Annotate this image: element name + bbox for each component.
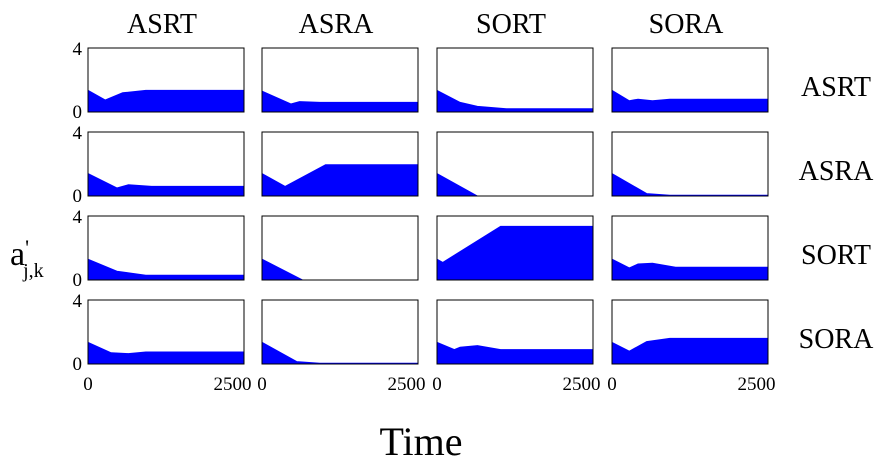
area-series (436, 225, 594, 281)
y-tick-label: 0 (73, 354, 83, 375)
panel-frame (436, 215, 594, 281)
panel-frame (436, 299, 594, 365)
panel-sora-sora: 0 2500 (607, 299, 775, 395)
panel-frame (261, 131, 419, 197)
panel-frame (611, 47, 769, 113)
panel-asrt-sora (611, 47, 769, 113)
x-tick-label: 2500 (387, 374, 425, 395)
y-axis-label-prime: ' (25, 235, 29, 260)
panel-frame (611, 131, 769, 197)
area-series (87, 258, 245, 281)
y-tick-label: 4 (73, 291, 83, 312)
panel-sora-sort: 0 2500 (432, 299, 600, 395)
panel-frame (87, 131, 245, 197)
panel-sort-asra (261, 215, 419, 281)
x-axis-label: Time (379, 419, 462, 463)
area-series (87, 341, 245, 365)
row-labels: ASRT ASRA SORT SORA (799, 72, 874, 355)
area-series (436, 341, 594, 365)
row-label-sora: SORA (799, 324, 874, 355)
area-series (261, 164, 419, 197)
area-series (87, 172, 245, 197)
panel-asrt-sort (436, 47, 594, 113)
area-series (261, 90, 419, 113)
panel-frame (87, 215, 245, 281)
area-series (261, 341, 419, 365)
area-series (611, 258, 769, 281)
x-tick-label: 0 (83, 374, 93, 395)
panel-frame (261, 215, 419, 281)
area-series (611, 89, 769, 113)
x-tick-label: 2500 (562, 374, 600, 395)
panel-frame (436, 131, 594, 197)
panel-frame (87, 299, 245, 365)
x-tick-label: 2500 (737, 374, 775, 395)
x-tick-label: 0 (432, 374, 442, 395)
y-tick-label: 0 (73, 186, 83, 207)
panel-sort-sort (436, 215, 594, 281)
panel-sora-asrt: 4 00 2500 (73, 291, 252, 395)
column-label-sora: SORA (649, 9, 724, 40)
panel-asra-sort (436, 131, 594, 197)
column-labels: ASRT ASRA SORT SORA (127, 9, 724, 40)
area-series (611, 172, 769, 197)
panel-frame (261, 47, 419, 113)
axis-labels: Time a' j,k (10, 235, 463, 463)
column-label-asrt: ASRT (127, 9, 197, 40)
y-axis-label-sub: j,k (22, 260, 44, 282)
panel-sort-asrt: 40 (73, 207, 245, 291)
row-label-sort: SORT (801, 240, 871, 271)
y-tick-label: 4 (73, 123, 83, 144)
area-series (436, 172, 593, 197)
area-series (87, 89, 245, 113)
y-axis-label: a' j,k (10, 235, 44, 282)
area-series (611, 337, 769, 365)
panel-frame (611, 215, 769, 281)
panel-asra-asrt: 40 (73, 123, 245, 207)
panel-sort-sora (611, 215, 769, 281)
area-series (261, 258, 418, 281)
column-label-asra: ASRA (299, 9, 374, 40)
panel-asrt-asra (261, 47, 419, 113)
panel-frame (611, 299, 769, 365)
panel-asra-asra (261, 131, 419, 197)
panel-frame (261, 299, 419, 365)
y-tick-label: 4 (73, 39, 83, 60)
row-label-asrt: ASRT (801, 72, 871, 103)
x-tick-label: 2500 (213, 374, 251, 395)
row-label-asra: ASRA (799, 156, 874, 187)
y-axis-label-main: a (10, 236, 25, 273)
panel-asrt-asrt: 40 (73, 39, 245, 123)
area-series (436, 89, 594, 113)
panel-sora-asra: 0 2500 (257, 299, 425, 395)
column-label-sort: SORT (476, 9, 546, 40)
x-tick-label: 0 (607, 374, 617, 395)
panel-frame (436, 47, 594, 113)
panel-asra-sora (611, 131, 769, 197)
y-tick-label: 0 (73, 102, 83, 123)
x-tick-label: 0 (257, 374, 267, 395)
panel-frame (87, 47, 245, 113)
y-tick-label: 0 (73, 270, 83, 291)
y-tick-label: 4 (73, 207, 83, 228)
